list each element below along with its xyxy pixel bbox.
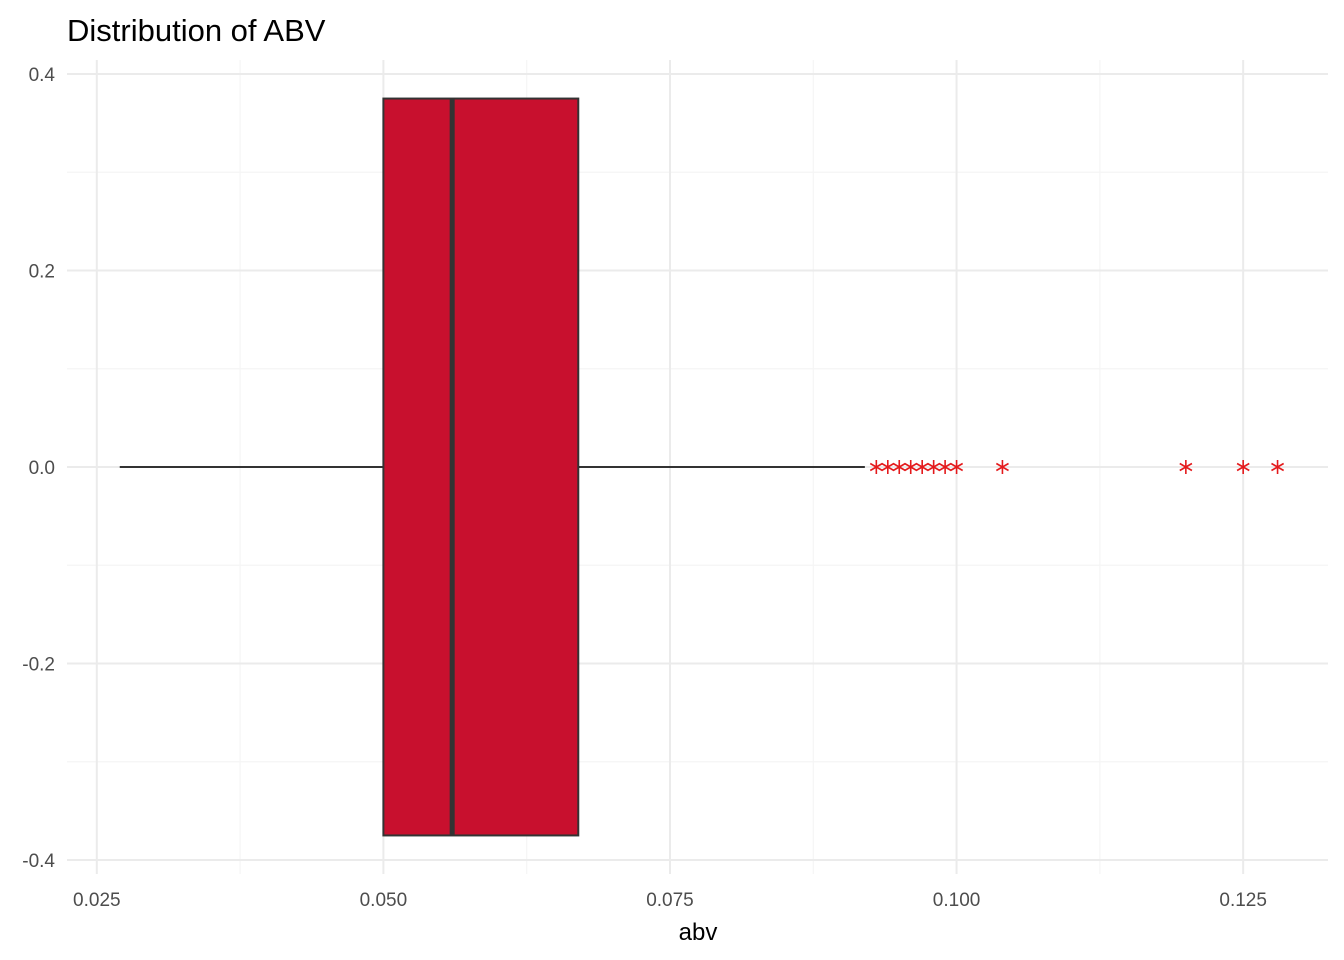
y-tick-label: -0.2 <box>22 655 55 676</box>
boxplot-marks <box>119 97 1285 837</box>
outlier-point <box>950 460 964 474</box>
outlier-point <box>1179 460 1193 474</box>
y-tick-label: 0.2 <box>29 262 55 283</box>
x-tick-label: 0.050 <box>360 890 408 911</box>
outlier-point <box>881 460 895 474</box>
x-axis-title: abv <box>679 919 718 946</box>
outlier-point <box>927 460 941 474</box>
outlier-point <box>904 460 918 474</box>
y-tick-label: 0.0 <box>29 458 55 479</box>
y-tick-label: 0.4 <box>29 65 56 86</box>
outlier-point <box>938 460 952 474</box>
outlier-point <box>995 460 1009 474</box>
y-tick-label: -0.4 <box>22 851 55 872</box>
x-tick-label: 0.125 <box>1219 890 1267 911</box>
y-axis-tick-labels: 0.4 0.2 0.0 -0.2 -0.4 <box>22 65 55 872</box>
outlier-point <box>915 460 929 474</box>
outlier-point <box>869 460 883 474</box>
x-tick-label: 0.075 <box>646 890 694 911</box>
x-tick-label: 0.100 <box>933 890 981 911</box>
x-axis-tick-labels: 0.025 0.050 0.075 0.100 0.125 <box>73 890 1267 911</box>
iqr-box <box>382 97 580 837</box>
x-tick-label: 0.025 <box>73 890 121 911</box>
outlier-point <box>892 460 906 474</box>
outlier-point <box>1271 460 1285 474</box>
chart-title: Distribution of ABV <box>67 13 326 48</box>
outlier-point <box>1236 460 1250 474</box>
